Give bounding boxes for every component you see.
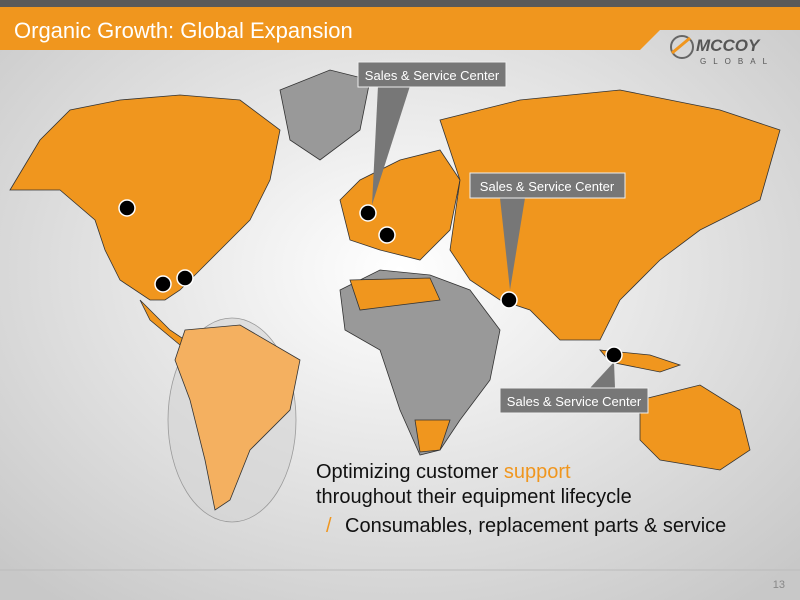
callout-pointers xyxy=(372,86,615,388)
body-text: Optimizing customer xyxy=(316,461,499,483)
north-africa xyxy=(349,277,441,311)
callout-label: Sales & Service Center xyxy=(365,68,500,83)
page-number: 13 xyxy=(773,579,785,591)
body-highlight: support xyxy=(504,461,571,483)
bullet-marker: / xyxy=(326,515,332,537)
logo-swoosh xyxy=(671,36,691,55)
logo-name: MCCOY xyxy=(696,36,761,55)
body-line: Optimizing customer support xyxy=(316,461,571,483)
callout-label: Sales & Service Center xyxy=(507,394,642,409)
location-dot xyxy=(176,269,194,287)
asia xyxy=(439,89,781,341)
australia xyxy=(639,384,751,471)
callout-pointer xyxy=(500,198,525,290)
callout: Sales & Service Center xyxy=(499,387,649,414)
callout-box xyxy=(499,387,649,414)
top-bar xyxy=(0,0,800,7)
africa xyxy=(339,269,501,456)
logo-globe xyxy=(670,35,694,59)
north-america xyxy=(9,94,281,301)
title: Organic Growth: Global Expansion xyxy=(14,18,353,43)
logo: MCCOY GLOBAL xyxy=(670,35,774,66)
callout-label: Sales & Service Center xyxy=(480,179,615,194)
location-dot xyxy=(500,291,518,309)
greenland xyxy=(279,69,371,161)
callout-box xyxy=(357,61,507,88)
callout: Sales & Service Center xyxy=(357,61,507,88)
south-america xyxy=(174,324,301,511)
location-dot xyxy=(378,226,396,244)
logo-subtitle: GLOBAL xyxy=(700,57,774,66)
south-africa xyxy=(414,419,451,453)
bullet-text: Consumables, replacement parts & service xyxy=(345,515,726,537)
callout-box xyxy=(469,172,626,199)
callout: Sales & Service Center xyxy=(469,172,626,199)
locations xyxy=(118,199,623,364)
callout-pointer xyxy=(590,362,615,388)
location-dot xyxy=(118,199,136,217)
body-line: throughout their equipment lifecycle xyxy=(316,486,632,508)
callout-pointer xyxy=(372,86,410,205)
location-dot xyxy=(359,204,377,222)
location-dot xyxy=(605,346,623,364)
location-dot xyxy=(154,275,172,293)
world-map xyxy=(9,69,781,523)
header-band xyxy=(0,7,800,50)
